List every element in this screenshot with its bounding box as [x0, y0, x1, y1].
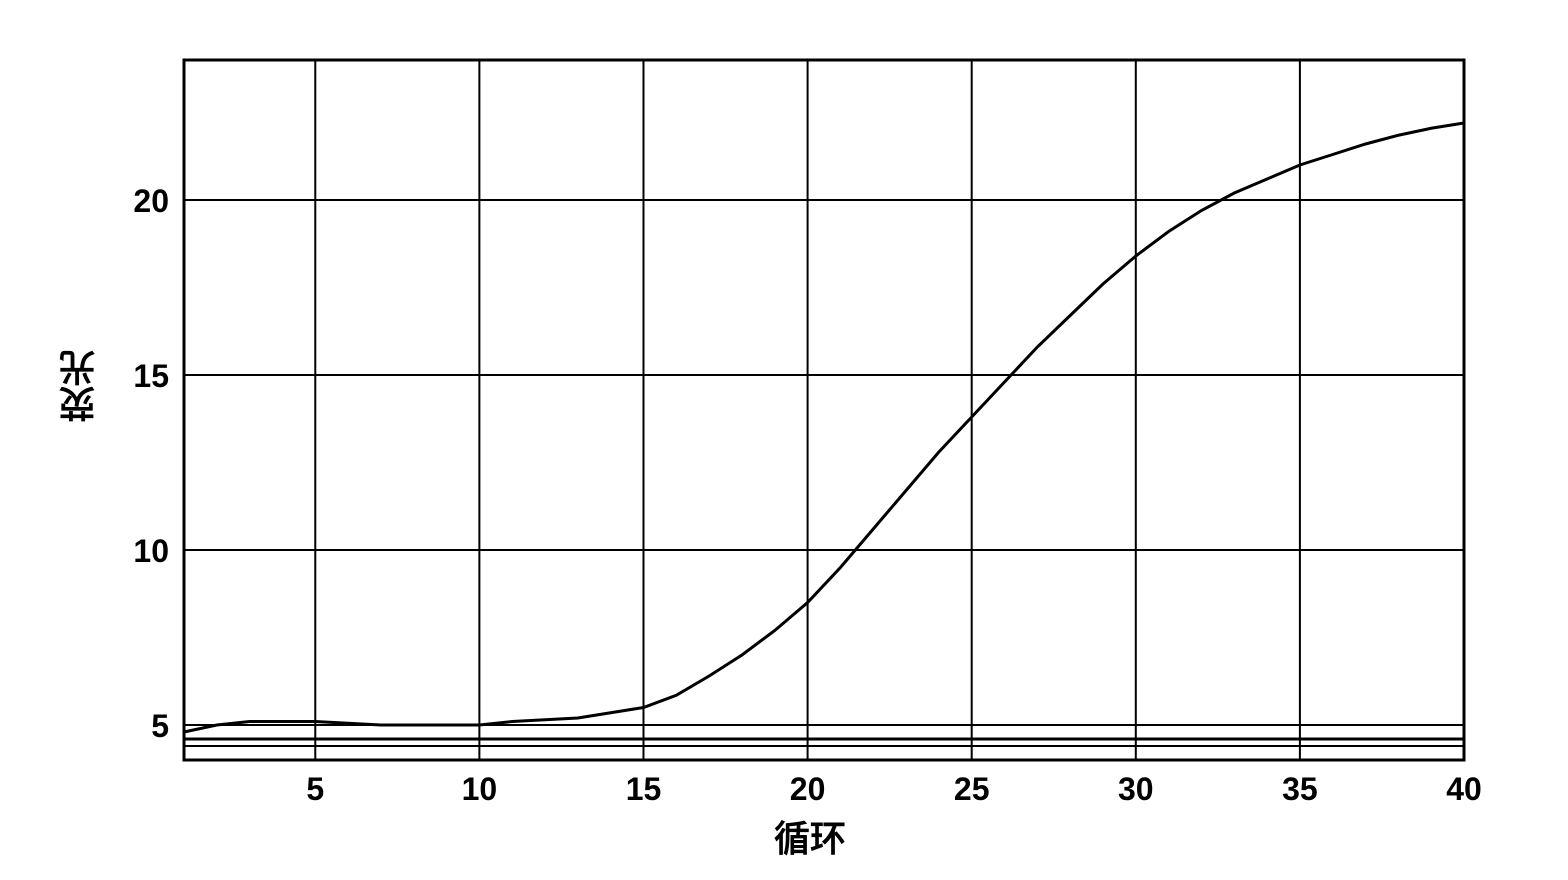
chart-svg: 5 10 15 20 25 30 35 40 5 10 15 20 — [34, 30, 1534, 850]
y-axis-label: 荧光 — [54, 350, 106, 422]
y-tick-label: 20 — [133, 183, 169, 219]
y-tick-label: 10 — [133, 533, 169, 569]
x-tick-label: 10 — [462, 771, 498, 807]
x-tick-label: 15 — [626, 771, 662, 807]
x-tick-label: 35 — [1282, 771, 1318, 807]
chart-container: 荧光 5101520253035405101520 循环 — [34, 30, 1534, 850]
x-tick-label: 30 — [1118, 771, 1154, 807]
x-axis-label: 循环 — [774, 810, 846, 862]
x-tick-label: 25 — [954, 771, 990, 807]
x-tick-label: 5 — [306, 771, 324, 807]
y-tick-label: 5 — [151, 708, 169, 744]
x-tick-label: 40 — [1446, 771, 1482, 807]
x-tick-label: 20 — [790, 771, 826, 807]
y-tick-label: 15 — [133, 358, 169, 394]
